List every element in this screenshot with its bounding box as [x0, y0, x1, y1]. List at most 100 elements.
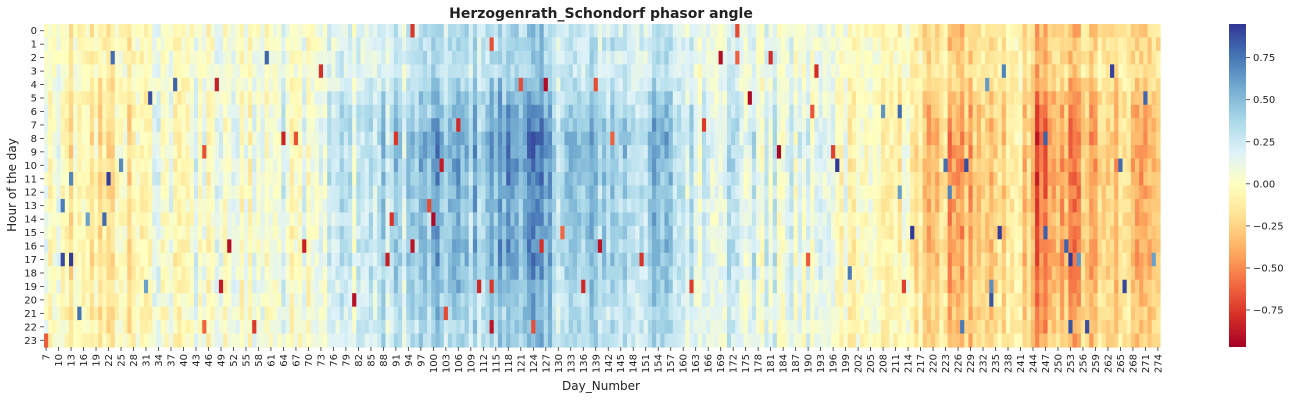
heatmap-cell — [643, 306, 649, 321]
heatmap-cell — [722, 145, 728, 160]
heatmap-cell — [826, 266, 832, 281]
heatmap-cell — [622, 77, 628, 92]
heatmap-cell — [252, 104, 257, 119]
heatmap-cell — [760, 198, 765, 214]
heatmap-cell — [239, 239, 245, 254]
heatmap-cell — [410, 158, 416, 173]
heatmap-cell — [52, 279, 58, 294]
heatmap-cell — [789, 131, 795, 146]
heatmap-cell — [427, 239, 432, 254]
heatmap-cell — [714, 266, 720, 281]
heatmap-cell — [493, 172, 499, 187]
heatmap-cell — [693, 185, 699, 200]
heatmap-cell — [414, 293, 420, 308]
heatmap-cell — [360, 212, 366, 227]
heatmap-cell — [314, 333, 320, 348]
heatmap-cell — [781, 104, 786, 119]
heatmap-cell — [289, 37, 295, 52]
heatmap-cell — [377, 50, 382, 65]
heatmap-cell — [522, 118, 528, 133]
heatmap-cell — [439, 118, 445, 133]
heatmap-cell — [597, 37, 603, 52]
heatmap-cell — [847, 266, 853, 281]
heatmap-cell — [356, 24, 362, 39]
heatmap-cell — [664, 212, 670, 227]
heatmap-cell — [314, 77, 320, 92]
heatmap-cell — [726, 225, 732, 240]
heatmap-cell — [618, 266, 624, 281]
heatmap-cell — [364, 172, 370, 187]
heatmap-cell — [856, 239, 861, 254]
heatmap-cell — [776, 172, 782, 187]
heatmap-cell — [160, 212, 166, 227]
heatmap-cell — [260, 131, 266, 146]
heatmap-cell — [818, 266, 824, 281]
heatmap-cell — [468, 198, 474, 214]
heatmap-cell — [797, 293, 803, 308]
heatmap-cell — [776, 306, 782, 321]
heatmap-cell — [364, 252, 370, 267]
heatmap-cell — [302, 64, 307, 79]
heatmap-cell — [381, 158, 387, 173]
heatmap-cell — [447, 320, 453, 335]
heatmap-cell — [589, 293, 595, 308]
heatmap-cell — [360, 37, 366, 52]
heatmap-cell — [252, 37, 257, 52]
heatmap-cell — [531, 91, 536, 106]
heatmap-cell — [577, 306, 582, 321]
heatmap-cell — [760, 145, 765, 160]
heatmap-cell — [626, 77, 632, 92]
heatmap-cell — [48, 333, 53, 348]
heatmap-cell — [206, 118, 212, 133]
heatmap-cell — [560, 266, 566, 281]
heatmap-cell — [372, 266, 378, 281]
heatmap-cell — [693, 104, 699, 119]
heatmap-cell — [372, 37, 378, 52]
heatmap-cell — [885, 24, 890, 39]
heatmap-cell — [568, 104, 574, 119]
heatmap-cell — [98, 24, 103, 39]
heatmap-cell — [123, 64, 128, 79]
heatmap-cell — [885, 145, 890, 160]
heatmap-cell — [814, 320, 820, 335]
heatmap-cell — [414, 172, 420, 187]
heatmap-cell — [323, 212, 328, 227]
heatmap-cell — [410, 131, 416, 146]
heatmap-cell — [789, 77, 795, 92]
heatmap-cell — [643, 91, 649, 106]
heatmap-cell — [781, 91, 786, 106]
heatmap-cell — [127, 64, 133, 79]
heatmap-cell — [372, 320, 378, 335]
heatmap-cell — [252, 118, 257, 133]
heatmap-cell — [568, 320, 574, 335]
heatmap-cell — [139, 104, 145, 119]
heatmap-cell — [776, 239, 782, 254]
heatmap-cell — [681, 239, 686, 254]
heatmap-cell — [460, 131, 466, 146]
heatmap-cell — [701, 131, 707, 146]
heatmap-cell — [464, 104, 470, 119]
heatmap-cell — [522, 91, 528, 106]
heatmap-cell — [177, 333, 183, 348]
heatmap-cell — [881, 172, 886, 187]
heatmap-cell — [431, 185, 437, 200]
heatmap-cell — [818, 158, 824, 173]
heatmap-cell — [135, 239, 141, 254]
heatmap-cell — [318, 293, 324, 308]
heatmap-cell — [776, 24, 782, 39]
heatmap-cell — [468, 239, 474, 254]
heatmap-cell — [639, 77, 645, 92]
heatmap-cell — [810, 279, 815, 294]
heatmap-cell — [289, 24, 295, 39]
heatmap-cell — [431, 252, 437, 267]
heatmap-cell — [714, 185, 720, 200]
heatmap-cell — [385, 279, 391, 294]
heatmap-cell — [672, 239, 678, 254]
heatmap-cell — [864, 37, 870, 52]
heatmap-cell — [706, 24, 711, 39]
heatmap-cell — [610, 239, 616, 254]
heatmap-cell — [447, 293, 453, 308]
heatmap-cell — [318, 131, 324, 146]
heatmap-cell — [481, 333, 486, 348]
heatmap-cell — [622, 198, 628, 214]
